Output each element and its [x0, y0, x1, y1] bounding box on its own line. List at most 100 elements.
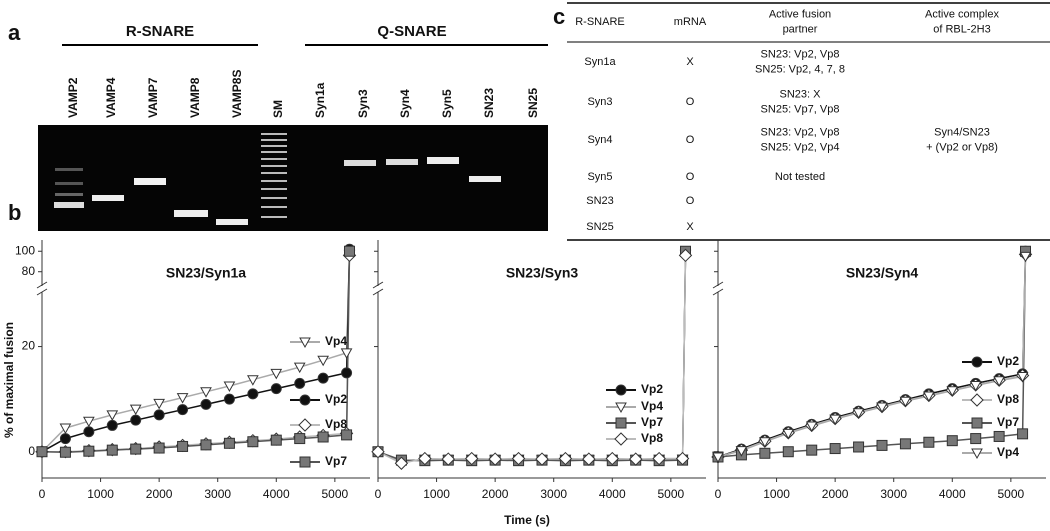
y-tick-label: 100: [15, 243, 35, 257]
legend-label: Vp4: [997, 445, 1019, 459]
marker: [200, 439, 212, 451]
marker: [293, 362, 306, 374]
legend-marker: [971, 448, 983, 460]
series-line: [377, 251, 687, 462]
marker: [247, 388, 259, 400]
marker: [899, 438, 911, 450]
marker: [153, 442, 165, 454]
panel-label: b: [8, 200, 21, 225]
marker: [946, 386, 959, 397]
marker: [177, 440, 189, 452]
marker: [177, 404, 189, 416]
legend-marker: [615, 384, 627, 396]
marker: [200, 398, 212, 410]
table-cell: SN23: [586, 195, 614, 207]
series-line: [377, 254, 687, 463]
marker: [341, 367, 353, 379]
marker: [805, 421, 818, 432]
marker: [441, 452, 455, 466]
legend-label: Vp8: [641, 431, 663, 445]
legend-label: Vp2: [641, 382, 663, 396]
table-cell: SN25: Vp2, 4, 7, 8: [755, 63, 845, 75]
lane-label: VAMP4: [104, 77, 118, 118]
x-tick-label: 5000: [998, 487, 1025, 501]
marker: [582, 452, 596, 466]
marker: [294, 433, 306, 445]
marker: [371, 445, 385, 459]
legend-label: Vp2: [997, 354, 1019, 368]
marker: [36, 446, 48, 458]
x-tick-label: 1000: [763, 487, 790, 501]
marker: [511, 451, 526, 466]
marker: [923, 391, 935, 403]
axis-break: [372, 281, 384, 296]
series-line: [377, 252, 687, 462]
marker: [782, 428, 795, 440]
marker: [558, 451, 573, 466]
marker: [829, 414, 841, 426]
x-tick-label: 2000: [482, 487, 509, 501]
legend-marker: [971, 356, 983, 368]
table-header: partner: [783, 23, 818, 35]
table-header: R-SNARE: [575, 16, 625, 28]
marker: [782, 446, 794, 458]
marker: [605, 451, 619, 466]
marker: [759, 447, 771, 459]
marker: [223, 393, 235, 405]
marker: [923, 436, 935, 448]
lane-label: Syn5: [440, 89, 454, 118]
marker: [83, 426, 95, 438]
x-tick-label: 2000: [146, 487, 173, 501]
marker: [678, 248, 693, 263]
marker: [970, 433, 982, 445]
marker: [317, 431, 329, 443]
lane-label: VAMP2: [66, 77, 80, 118]
table-cell: SN25: [586, 221, 614, 233]
lane-label: Syn4: [398, 89, 412, 118]
table-cell: Not tested: [775, 171, 825, 183]
lane-label: SN25: [526, 88, 540, 118]
lane-label: Syn3: [356, 89, 370, 118]
table-cell: X: [686, 56, 694, 68]
x-tick-label: 2000: [822, 487, 849, 501]
marker: [1016, 372, 1029, 383]
marker: [83, 445, 95, 457]
series-line: [377, 255, 687, 465]
chart-title: SN23/Syn4: [846, 265, 919, 281]
marker: [806, 444, 818, 456]
marker: [153, 398, 165, 410]
lane-label: SM: [271, 100, 285, 118]
marker: [1017, 428, 1029, 440]
table-rules: [567, 2, 1050, 241]
marker: [153, 409, 165, 421]
table-cell: SN23: X: [780, 88, 822, 100]
table-header: of RBL-2H3: [933, 23, 990, 35]
y-tick-label: 20: [22, 339, 36, 353]
legend-marker: [299, 456, 311, 468]
table-cell: SN25: Vp2, Vp4: [761, 141, 840, 153]
axis-break: [36, 281, 48, 296]
marker: [829, 443, 841, 455]
marker: [735, 446, 748, 457]
legend-marker: [299, 394, 311, 406]
legend-marker: [614, 432, 628, 446]
chart-title: SN23/Syn3: [506, 265, 579, 281]
marker: [59, 433, 71, 445]
table-header: Active complex: [925, 8, 999, 20]
marker: [223, 437, 235, 449]
table-header: Active fusion: [769, 8, 831, 20]
x-tick-label: 0: [39, 487, 46, 501]
chart-title: SN23/Syn1a: [166, 265, 246, 281]
table-cell: Syn5: [587, 171, 612, 183]
x-tick-label: 5000: [658, 487, 685, 501]
marker: [652, 451, 666, 466]
marker: [876, 439, 888, 451]
marker: [130, 443, 142, 455]
marker: [247, 375, 259, 386]
table-cell: O: [686, 195, 695, 207]
marker: [675, 451, 690, 466]
y-tick-label: 0: [28, 444, 35, 458]
marker: [200, 387, 212, 398]
table-header: mRNA: [674, 16, 707, 28]
